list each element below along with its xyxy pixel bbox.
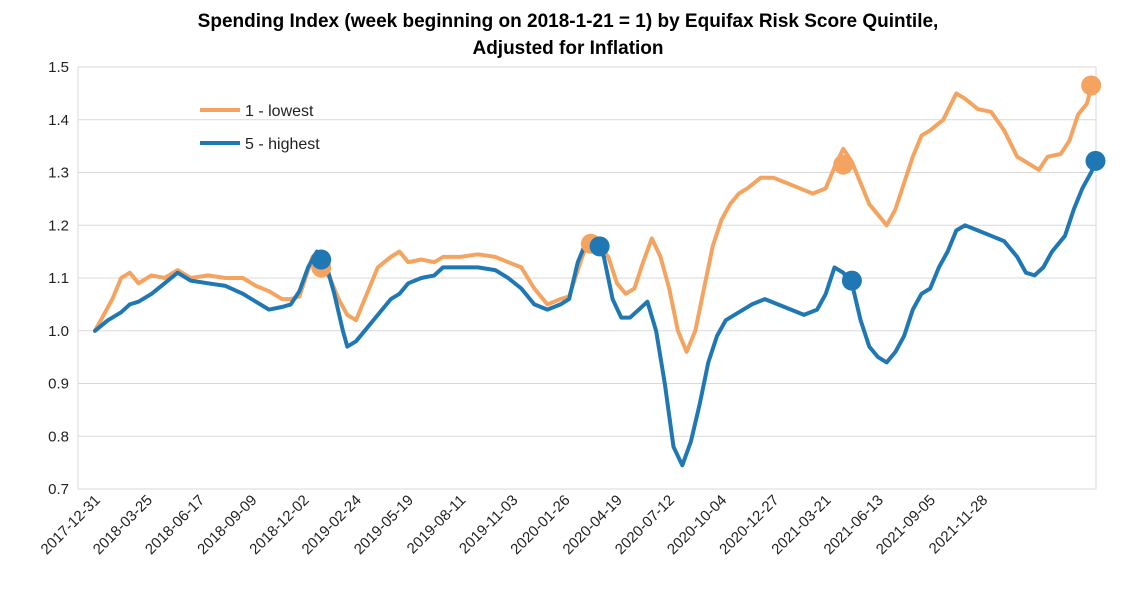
gridlines [78, 119, 1096, 437]
y-tick-label: 0.8 [48, 428, 69, 445]
series-line-2 [93, 159, 1098, 468]
y-tick-label: 1.0 [48, 323, 69, 340]
y-tick-label: 1.1 [48, 270, 69, 287]
series-lines [93, 86, 1098, 468]
series-marker-1 [833, 154, 854, 175]
series-marker-2 [589, 236, 610, 257]
y-tick-label: 1.3 [48, 165, 69, 182]
legend: 1 - lowest 5 - highest [200, 103, 320, 153]
y-tick-label: 1.2 [48, 217, 69, 234]
y-tick-label: 0.7 [48, 481, 69, 498]
x-axis-ticks: 2017-12-312018-03-252018-06-172018-09-09… [38, 492, 992, 558]
chart-title: Spending Index (week beginning on 2018-1… [197, 11, 939, 32]
series-marker-2 [841, 270, 862, 291]
series-marker-2 [311, 249, 332, 270]
y-axis-ticks: 0.7 0.8 0.9 1.0 1.1 1.2 1.3 1.4 1.5 [48, 59, 69, 498]
y-tick-label: 0.9 [48, 376, 69, 393]
chart-subtitle: Adjusted for Inflation [472, 38, 664, 59]
series-markers [311, 75, 1106, 291]
series-marker-1 [1081, 75, 1102, 96]
series-marker-2 [1085, 150, 1106, 171]
y-tick-label: 1.5 [48, 59, 69, 76]
chart-title-block: Spending Index (week beginning on 2018-1… [0, 8, 1136, 62]
y-tick-label: 1.4 [48, 112, 69, 129]
legend-label: 5 - highest [245, 136, 320, 153]
legend-label: 1 - lowest [245, 103, 314, 120]
